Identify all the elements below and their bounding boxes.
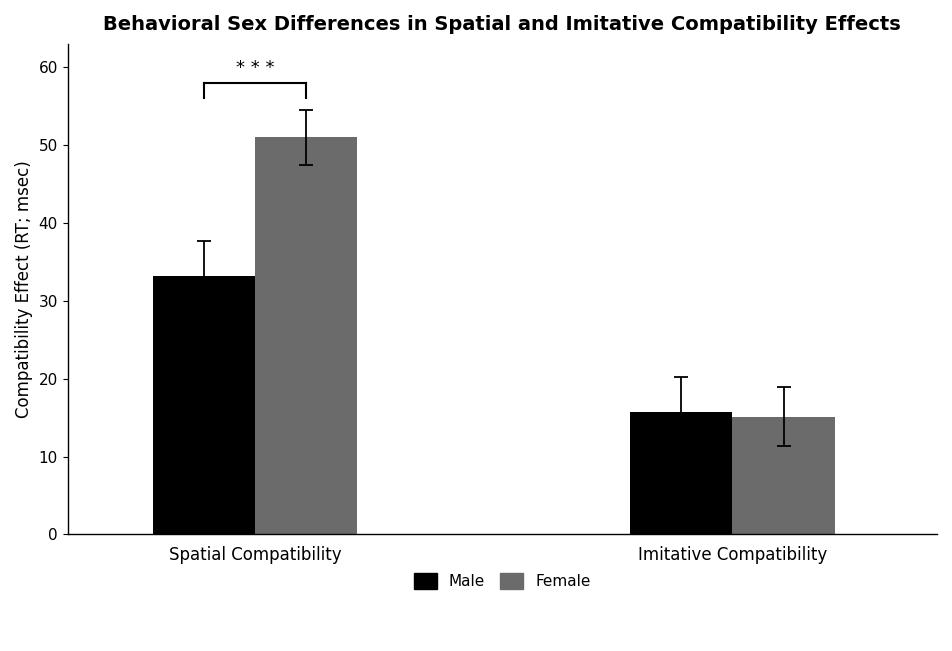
Text: * * *: * * *: [236, 59, 274, 77]
Title: Behavioral Sex Differences in Spatial and Imitative Compatibility Effects: Behavioral Sex Differences in Spatial an…: [104, 15, 902, 34]
Bar: [255, 137, 357, 534]
Y-axis label: Compatibility Effect (RT; msec): Compatibility Effect (RT; msec): [15, 160, 33, 418]
Bar: [630, 412, 732, 534]
Legend: Male, Female: Male, Female: [407, 567, 597, 596]
Bar: [732, 417, 835, 534]
Bar: [153, 276, 255, 534]
